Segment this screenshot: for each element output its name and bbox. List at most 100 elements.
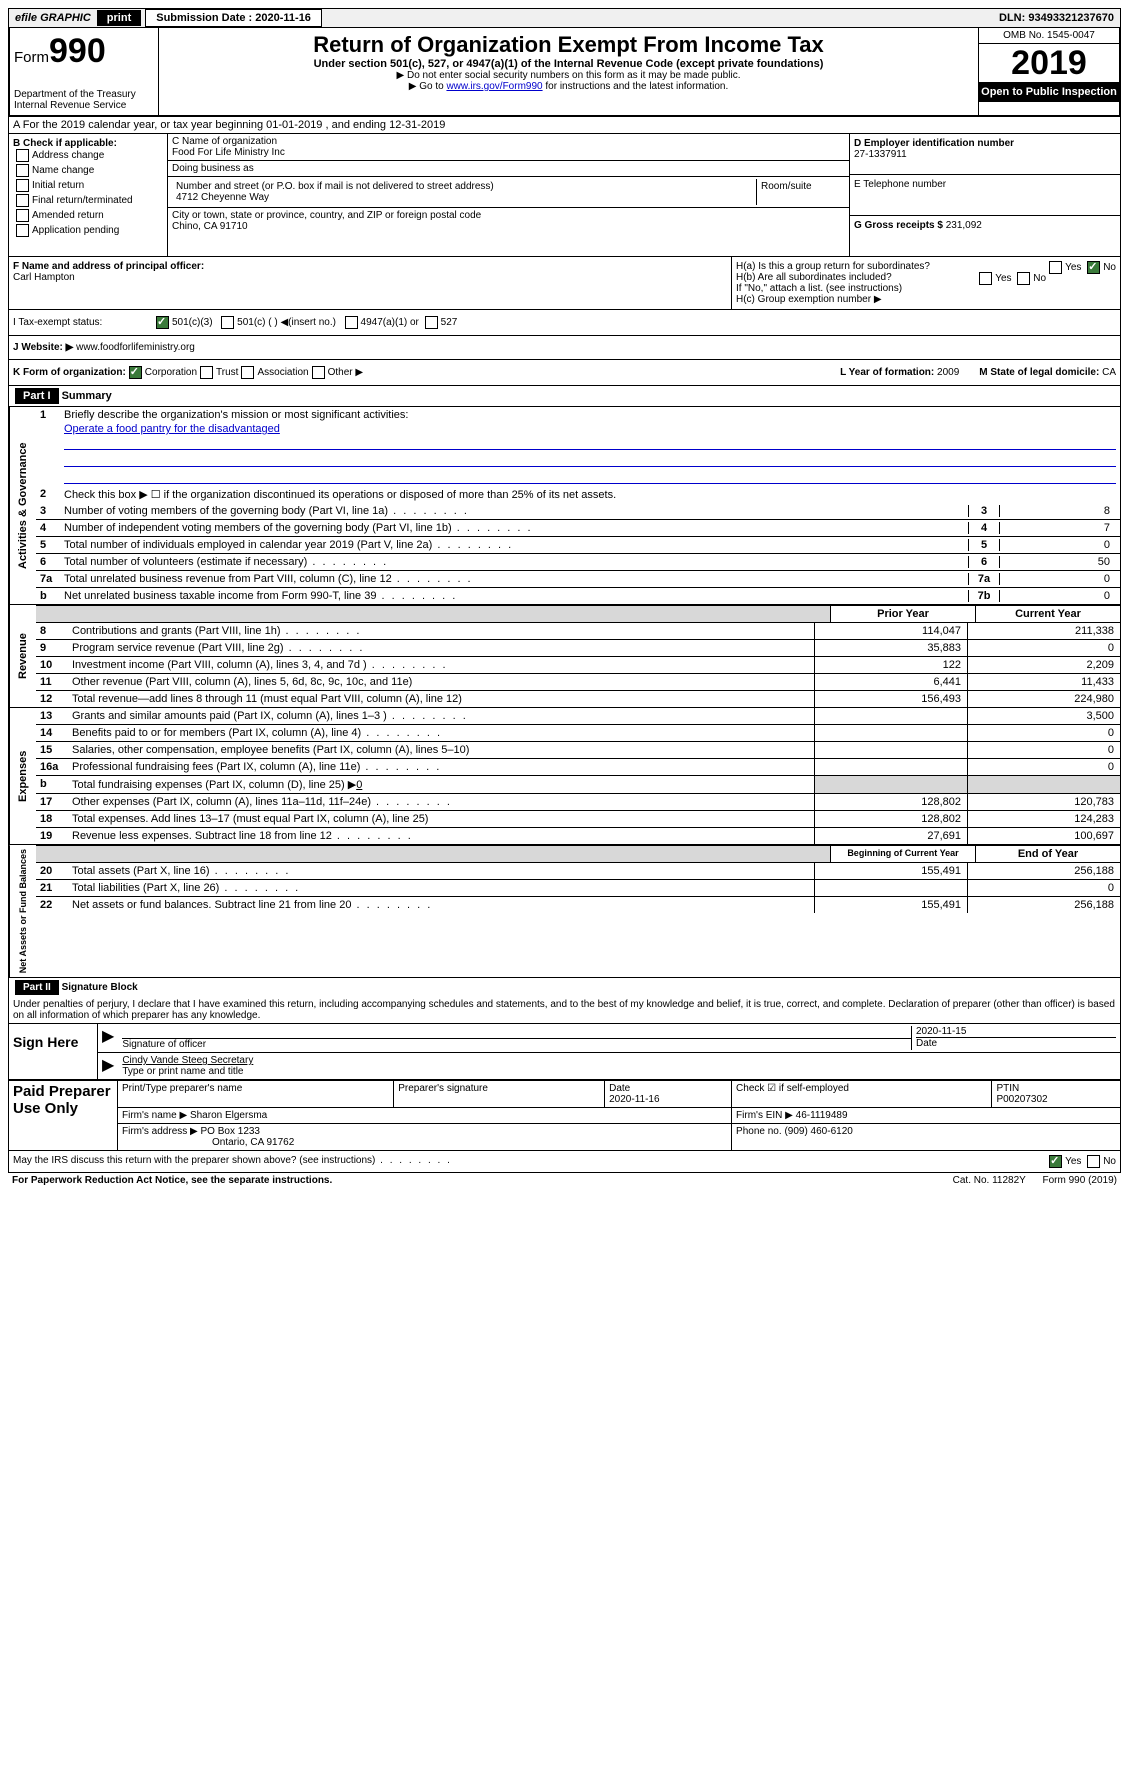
open-public-badge: Open to Public Inspection bbox=[979, 82, 1119, 102]
irs-label: Internal Revenue Service bbox=[14, 100, 154, 111]
part2-header: Part II bbox=[15, 980, 59, 995]
current-year-hdr: Current Year bbox=[975, 606, 1120, 622]
k-label: K Form of organization: bbox=[13, 367, 126, 378]
g-label: G Gross receipts $ bbox=[854, 220, 943, 231]
form-label: Form bbox=[14, 49, 49, 66]
mission-text: Operate a food pantry for the disadvanta… bbox=[64, 423, 280, 435]
org-name: Food For Life Ministry Inc bbox=[172, 147, 845, 158]
part1-header: Part I bbox=[15, 388, 59, 404]
note-ssn: ▶ Do not enter social security numbers o… bbox=[163, 70, 974, 81]
part1: Part I Summary Activities & Governance 1… bbox=[8, 386, 1121, 978]
chk-501c3[interactable] bbox=[156, 316, 169, 329]
d-label: D Employer identification number bbox=[854, 138, 1116, 149]
tax-status-row: I Tax-exempt status: 501(c)(3) 501(c) ( … bbox=[8, 310, 1121, 336]
hb-note: If "No," attach a list. (see instruction… bbox=[736, 283, 1116, 294]
prep-date: 2020-11-16 bbox=[609, 1094, 659, 1105]
website-row: J Website: ▶ www.foodforlifeministry.org bbox=[8, 336, 1121, 360]
side-revenue: Revenue bbox=[9, 605, 36, 707]
section-a: A For the 2019 calendar year, or tax yea… bbox=[8, 117, 1121, 134]
gross-receipts: 231,092 bbox=[946, 220, 982, 231]
officer-name-title: Cindy Vande Steeg Secretary bbox=[122, 1055, 1116, 1066]
ein-value: 27-1337911 bbox=[854, 149, 1116, 160]
perjury-text: Under penalties of perjury, I declare th… bbox=[9, 997, 1120, 1023]
discuss-no[interactable] bbox=[1087, 1155, 1100, 1168]
firm-phone: (909) 460-6120 bbox=[784, 1126, 852, 1137]
ha-yes[interactable] bbox=[1049, 261, 1062, 274]
part2: Part II Signature Block Under penalties … bbox=[8, 978, 1121, 1080]
form-number: 990 bbox=[49, 32, 106, 70]
e-label: E Telephone number bbox=[854, 179, 1116, 190]
top-bar: efile GRAPHIC print Submission Date : 20… bbox=[8, 8, 1121, 28]
efile-label: efile GRAPHIC bbox=[9, 10, 97, 26]
chk-other[interactable] bbox=[312, 366, 325, 379]
hb-yes[interactable] bbox=[979, 272, 992, 285]
hb-label: H(b) Are all subordinates included? bbox=[736, 272, 892, 283]
v7b: 0 bbox=[1000, 590, 1116, 602]
ptin: P00207302 bbox=[996, 1094, 1047, 1105]
year-formation: 2009 bbox=[937, 367, 959, 378]
org-address: 4712 Cheyenne Way bbox=[176, 192, 752, 203]
discuss-yes[interactable] bbox=[1049, 1155, 1062, 1168]
website-value: www.foodforlifeministry.org bbox=[76, 342, 195, 353]
chk-pending[interactable]: Application pending bbox=[13, 224, 163, 237]
chk-amended[interactable]: Amended return bbox=[13, 209, 163, 222]
chk-name[interactable]: Name change bbox=[13, 164, 163, 177]
footer: For Paperwork Reduction Act Notice, see … bbox=[8, 1173, 1121, 1188]
sig-officer-label: Signature of officer bbox=[122, 1038, 911, 1050]
j-label: J Website: ▶ bbox=[13, 342, 73, 353]
form-subtitle: Under section 501(c), 527, or 4947(a)(1)… bbox=[163, 58, 974, 70]
org-city: Chino, CA 91710 bbox=[172, 221, 845, 232]
line1-text: Briefly describe the organization's miss… bbox=[64, 409, 1116, 421]
discuss-row: May the IRS discuss this return with the… bbox=[8, 1151, 1121, 1173]
c-name-label: C Name of organization bbox=[172, 136, 845, 147]
paid-preparer-label: Paid Preparer Use Only bbox=[9, 1081, 118, 1151]
sign-here-label: Sign Here bbox=[9, 1024, 98, 1079]
v3: 8 bbox=[1000, 505, 1116, 517]
chk-assoc[interactable] bbox=[241, 366, 254, 379]
submission-date: Submission Date : 2020-11-16 bbox=[145, 9, 322, 27]
preparer-table: Paid Preparer Use Only Print/Type prepar… bbox=[8, 1080, 1121, 1151]
chk-trust[interactable] bbox=[200, 366, 213, 379]
arrow-icon: ▶ bbox=[102, 1055, 114, 1077]
v7a: 0 bbox=[1000, 573, 1116, 585]
arrow-icon: ▶ bbox=[102, 1026, 114, 1050]
city-label: City or town, state or province, country… bbox=[172, 210, 845, 221]
v5: 0 bbox=[1000, 539, 1116, 551]
line2-text: Check this box ▶ ☐ if the organization d… bbox=[64, 488, 1116, 501]
chk-501c[interactable] bbox=[221, 316, 234, 329]
chk-initial[interactable]: Initial return bbox=[13, 179, 163, 192]
ha-label: H(a) Is this a group return for subordin… bbox=[736, 261, 930, 272]
org-info-block: B Check if applicable: Address change Na… bbox=[8, 134, 1121, 257]
note-link: ▶ Go to www.irs.gov/Form990 for instruct… bbox=[163, 81, 974, 92]
sig-date: 2020-11-15 bbox=[916, 1026, 1116, 1037]
dept-label: Department of the Treasury bbox=[14, 89, 154, 100]
i-label: I Tax-exempt status: bbox=[13, 317, 153, 328]
side-activities: Activities & Governance bbox=[9, 407, 36, 604]
chk-527[interactable] bbox=[425, 316, 438, 329]
chk-address[interactable]: Address change bbox=[13, 149, 163, 162]
chk-final[interactable]: Final return/terminated bbox=[13, 194, 163, 207]
state-domicile: CA bbox=[1102, 367, 1116, 378]
addr-label: Number and street (or P.O. box if mail i… bbox=[176, 181, 752, 192]
v6: 50 bbox=[1000, 556, 1116, 568]
irs-link[interactable]: www.irs.gov/Form990 bbox=[446, 81, 542, 92]
ha-no[interactable] bbox=[1087, 261, 1100, 274]
print-button[interactable]: print bbox=[97, 10, 141, 26]
b-label: B Check if applicable: bbox=[13, 138, 163, 149]
prior-year-hdr: Prior Year bbox=[830, 606, 975, 622]
hb-no[interactable] bbox=[1017, 272, 1030, 285]
hc-label: H(c) Group exemption number ▶ bbox=[736, 294, 1116, 305]
firm-addr: PO Box 1233 bbox=[201, 1126, 260, 1137]
room-label: Room/suite bbox=[757, 179, 845, 205]
chk-4947[interactable] bbox=[345, 316, 358, 329]
form-header: Form990 Department of the Treasury Inter… bbox=[8, 28, 1121, 117]
officer-name: Carl Hampton bbox=[13, 272, 727, 283]
chk-corp[interactable] bbox=[129, 366, 142, 379]
f-label: F Name and address of principal officer: bbox=[13, 261, 727, 272]
firm-name: Sharon Elgersma bbox=[190, 1110, 267, 1121]
v4: 7 bbox=[1000, 522, 1116, 534]
side-netassets: Net Assets or Fund Balances bbox=[9, 845, 36, 977]
omb-number: OMB No. 1545-0047 bbox=[979, 28, 1119, 44]
side-expenses: Expenses bbox=[9, 708, 36, 844]
tax-year: 2019 bbox=[979, 44, 1119, 82]
